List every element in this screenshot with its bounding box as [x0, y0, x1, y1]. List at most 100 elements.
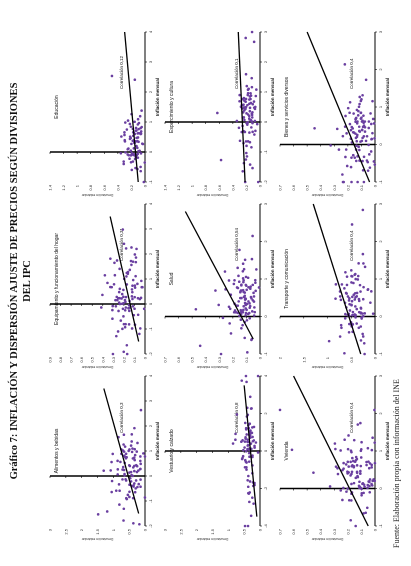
- data-point: [350, 180, 353, 184]
- data-point: [349, 474, 352, 477]
- data-point: [243, 258, 247, 262]
- data-point: [366, 483, 370, 487]
- data-point: [369, 112, 372, 115]
- data-point: [360, 491, 364, 495]
- x-tick-label: 3: [378, 374, 383, 377]
- scatter-panel: -2 -1 0 1 2 3 4 0 0.5 1 1.5 2 2.5 3 Desviación estánda…: [48, 374, 161, 541]
- data-point: [336, 472, 340, 476]
- data-point: [134, 260, 138, 264]
- x-tick-label: 1: [263, 90, 268, 93]
- data-point: [243, 465, 247, 469]
- data-point: [250, 126, 253, 129]
- data-point: [227, 305, 231, 309]
- data-point: [247, 286, 250, 289]
- data-point: [359, 307, 363, 310]
- data-point: [111, 308, 114, 312]
- data-point: [128, 122, 132, 126]
- data-point: [362, 155, 366, 159]
- data-point: [343, 438, 346, 442]
- data-point: [227, 279, 231, 282]
- data-point: [248, 106, 252, 110]
- data-point: [373, 461, 377, 465]
- data-point: [360, 317, 363, 320]
- data-point: [133, 295, 137, 299]
- data-point: [137, 127, 140, 131]
- x-tick-label: -2: [148, 351, 153, 355]
- y-axis-label: Desviación estándar: [196, 537, 229, 541]
- data-point: [255, 268, 258, 271]
- data-point: [363, 352, 366, 356]
- data-point: [119, 460, 122, 464]
- data-point: [117, 309, 120, 313]
- data-point: [350, 156, 353, 159]
- data-point: [369, 301, 372, 304]
- data-point: [244, 140, 248, 143]
- y-tick-label: 0.3: [111, 356, 116, 362]
- data-point: [250, 431, 254, 435]
- x-axis-label: Inflación mensual: [155, 422, 160, 460]
- data-point: [217, 303, 220, 307]
- data-point: [361, 159, 364, 163]
- data-point: [356, 180, 359, 184]
- data-point: [136, 282, 139, 286]
- data-point: [122, 433, 126, 437]
- data-point: [134, 126, 138, 130]
- data-point: [123, 445, 127, 448]
- data-point: [345, 283, 349, 287]
- data-point: [139, 327, 142, 330]
- data-point: [246, 113, 250, 116]
- data-point: [128, 490, 131, 494]
- x-tick-label: 4: [148, 374, 153, 377]
- x-tick-label: 2: [148, 90, 153, 93]
- data-point: [110, 490, 113, 494]
- data-point: [101, 293, 104, 297]
- data-point: [134, 256, 138, 259]
- panel-title: Transporte y comunicación: [284, 249, 290, 309]
- data-point: [229, 332, 233, 335]
- data-point: [238, 93, 241, 97]
- trend-line: [184, 211, 254, 340]
- data-point: [244, 374, 248, 378]
- data-point: [347, 434, 350, 437]
- y-tick-label: 0.7: [163, 356, 168, 362]
- data-point: [219, 352, 223, 356]
- correlation-annotation: Correlación 0,54: [234, 227, 239, 261]
- x-tick-label: 3: [148, 60, 153, 63]
- data-point: [133, 469, 136, 473]
- data-point: [359, 456, 363, 459]
- data-point: [358, 102, 361, 106]
- data-point: [139, 132, 143, 135]
- x-axis-label: Inflación mensual: [270, 250, 275, 288]
- data-point: [121, 228, 125, 231]
- data-point: [347, 498, 351, 502]
- data-point: [122, 468, 126, 472]
- data-point: [344, 114, 347, 118]
- x-tick-label: 0: [148, 150, 153, 153]
- data-point: [254, 441, 258, 444]
- data-point: [128, 137, 132, 141]
- data-point: [344, 155, 347, 159]
- x-tick-label: 0: [263, 315, 268, 318]
- data-point: [135, 247, 138, 251]
- data-point: [251, 426, 254, 429]
- data-point: [354, 159, 358, 163]
- data-point: [370, 484, 374, 487]
- data-point: [371, 99, 374, 103]
- data-point: [241, 103, 245, 107]
- data-point: [251, 435, 254, 439]
- y-tick-label: 0: [258, 528, 263, 531]
- data-point: [254, 94, 258, 98]
- data-point: [335, 127, 339, 131]
- data-point: [343, 63, 347, 66]
- data-point: [359, 111, 363, 115]
- data-point: [371, 117, 375, 121]
- data-point: [256, 374, 260, 378]
- data-point: [344, 148, 348, 151]
- data-point: [363, 265, 367, 269]
- data-point: [252, 314, 256, 317]
- data-point: [370, 290, 373, 293]
- data-point: [357, 484, 361, 488]
- data-point: [234, 438, 237, 441]
